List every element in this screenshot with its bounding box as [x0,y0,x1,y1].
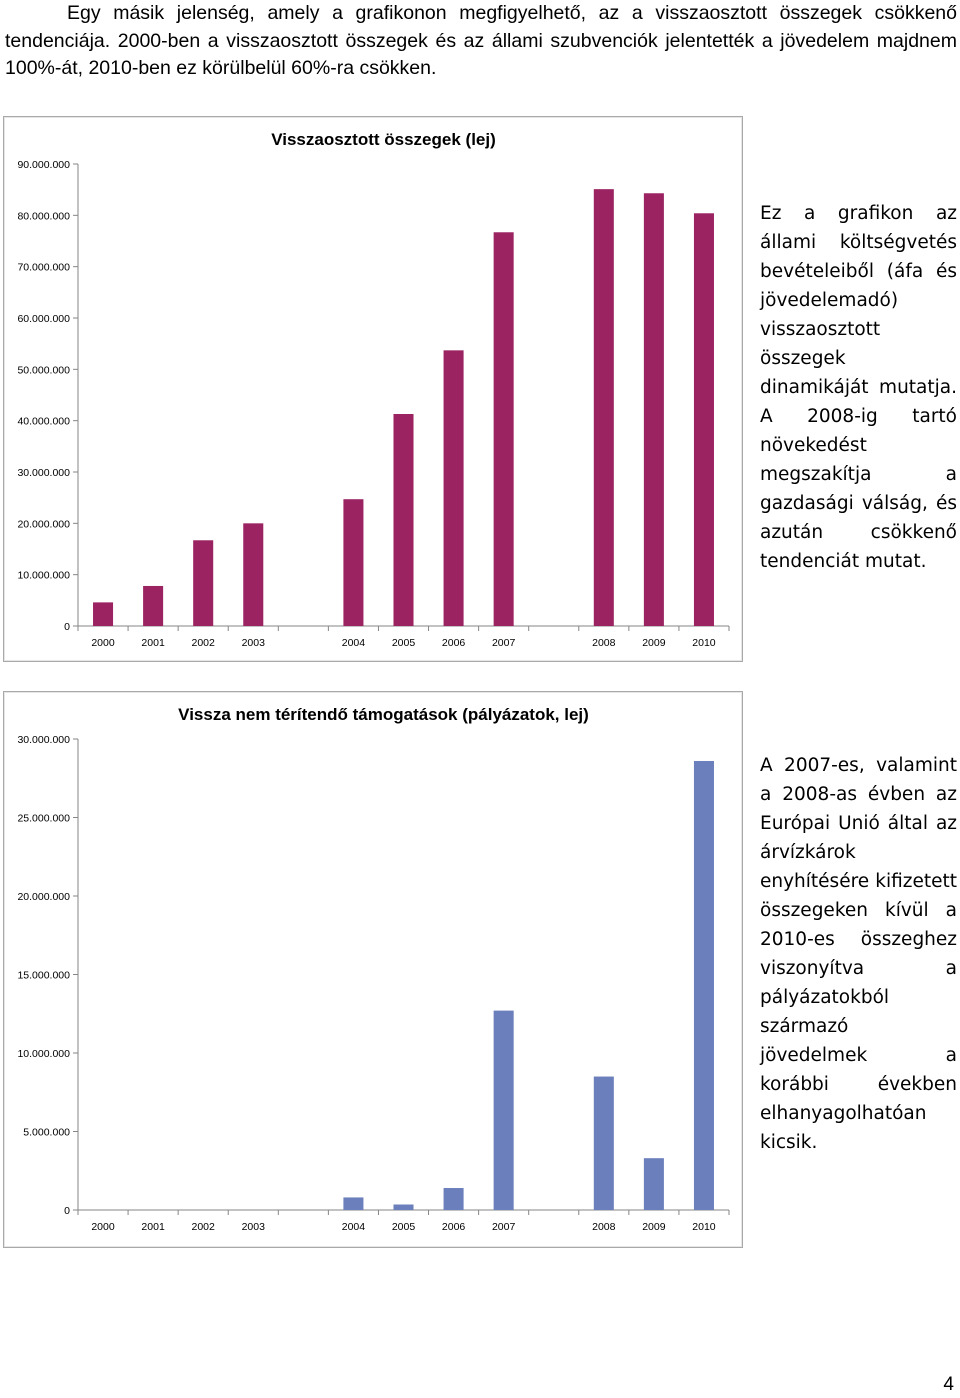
chart1-bar-2007 [493,232,514,627]
intro-paragraph: Egy másik jelenség, amely a grafikonon m… [5,2,957,79]
chart1-xtick-label: 2007 [492,637,516,649]
chart1-bar-2004 [343,499,364,626]
chart2-xtick-label: 2010 [692,1221,716,1233]
chart2-bar-2008 [593,1076,614,1210]
chart2-ytick-label: 20.000.000 [17,891,70,903]
chart2-bar-2010 [693,760,714,1210]
chart1-xtick-label: 2000 [91,637,115,649]
chart1-xtick-label: 2006 [442,637,466,649]
chart2-xtick-label: 2003 [242,1221,266,1233]
chart1-ytick-label: 50.000.000 [17,364,70,376]
chart1-bar-2002 [193,540,214,626]
chart1-bar-2010 [693,213,714,626]
chart1-ytick-label: 20.000.000 [17,518,70,530]
chart1-xtick-label: 2003 [242,637,266,649]
chart2-bar-2007 [493,1010,514,1210]
chart2-xtick-label: 2009 [642,1221,666,1233]
chart1-svg: Visszaosztott összegek (lej) 0 10.000.000 2… [17,130,730,649]
chart1-ytick-label: 40.000.000 [17,416,70,428]
chart1-bar-2003 [243,523,264,626]
chart2-ytick-label: 5.000.000 [23,1127,70,1139]
chart1-xtick-label: 2002 [192,637,216,649]
chart1-title: Visszaosztott összegek (lej) [271,130,496,149]
chart1-bar-2009 [643,193,664,626]
chart2-xtick-label: 2007 [492,1221,516,1233]
chart2-bar-2005 [393,1204,414,1210]
intro-text: Egy másik jelenség, amely a grafikonon m… [5,0,957,83]
chart2-caption: A 2007-es, valamint a 2008-as évben az E… [760,755,957,1153]
chart1-bar-2001 [143,585,164,626]
chart1-ytick-label: 80.000.000 [17,210,70,222]
chart1-xtick-label: 2009 [642,637,666,649]
chart-visszaosztott: Visszaosztott összegek (lej) 0 10.000.000 2… [3,116,743,662]
page-number: 4 [943,1374,954,1395]
chart2-ytick-label: 30.000.000 [17,734,70,746]
chart2-title: Vissza nem térítendő támogatások (pályáz… [178,705,589,724]
chart2-ytick-label: 15.000.000 [17,970,70,982]
chart2-xtick-label: 2002 [192,1221,216,1233]
chart1-ytick-label: 70.000.000 [17,262,70,274]
chart1-xtick-label: 2001 [141,637,165,649]
chart1-xtick-label: 2010 [692,637,716,649]
chart2-bar-2006 [443,1188,464,1210]
chart-tamogatasok: Vissza nem térítendő támogatások (pályáz… [3,691,743,1248]
chart1-ytick-label: 90.000.000 [17,159,70,171]
chart2-xtick-label: 2005 [392,1221,416,1233]
chart1-ytick-label: 30.000.000 [17,467,70,479]
chart1-bar-2000 [93,602,114,626]
chart2-bar-2009 [643,1158,664,1210]
chart2-xtick-label: 2006 [442,1221,466,1233]
chart1-xtick-label: 2004 [342,637,366,649]
chart2-xtick-label: 2001 [141,1221,165,1233]
chart2-bar-2004 [343,1197,364,1210]
chart2-ytick-label: 25.000.000 [17,813,70,825]
chart2-xtick-label: 2008 [592,1221,616,1233]
chart2-ytick-label: 10.000.000 [17,1048,70,1060]
chart2-xtick-label: 2004 [342,1221,366,1233]
chart1-bar-2005 [393,413,414,626]
chart1-ytick-label: 0 [64,621,70,633]
chart1-caption: Ez a grafikon az állami költségvetés bev… [760,203,957,572]
chart2-svg: Vissza nem térítendő támogatások (pályáz… [17,705,730,1233]
chart1-bar-2006 [443,350,464,626]
chart2-xtick-label: 2000 [91,1221,115,1233]
chart1-bar-2008 [593,189,614,627]
chart1-ytick-label: 10.000.000 [17,570,70,582]
chart2-ytick-label: 0 [64,1205,70,1217]
chart1-ytick-label: 60.000.000 [17,313,70,325]
chart1-xtick-label: 2008 [592,637,616,649]
chart1-xtick-label: 2005 [392,637,416,649]
